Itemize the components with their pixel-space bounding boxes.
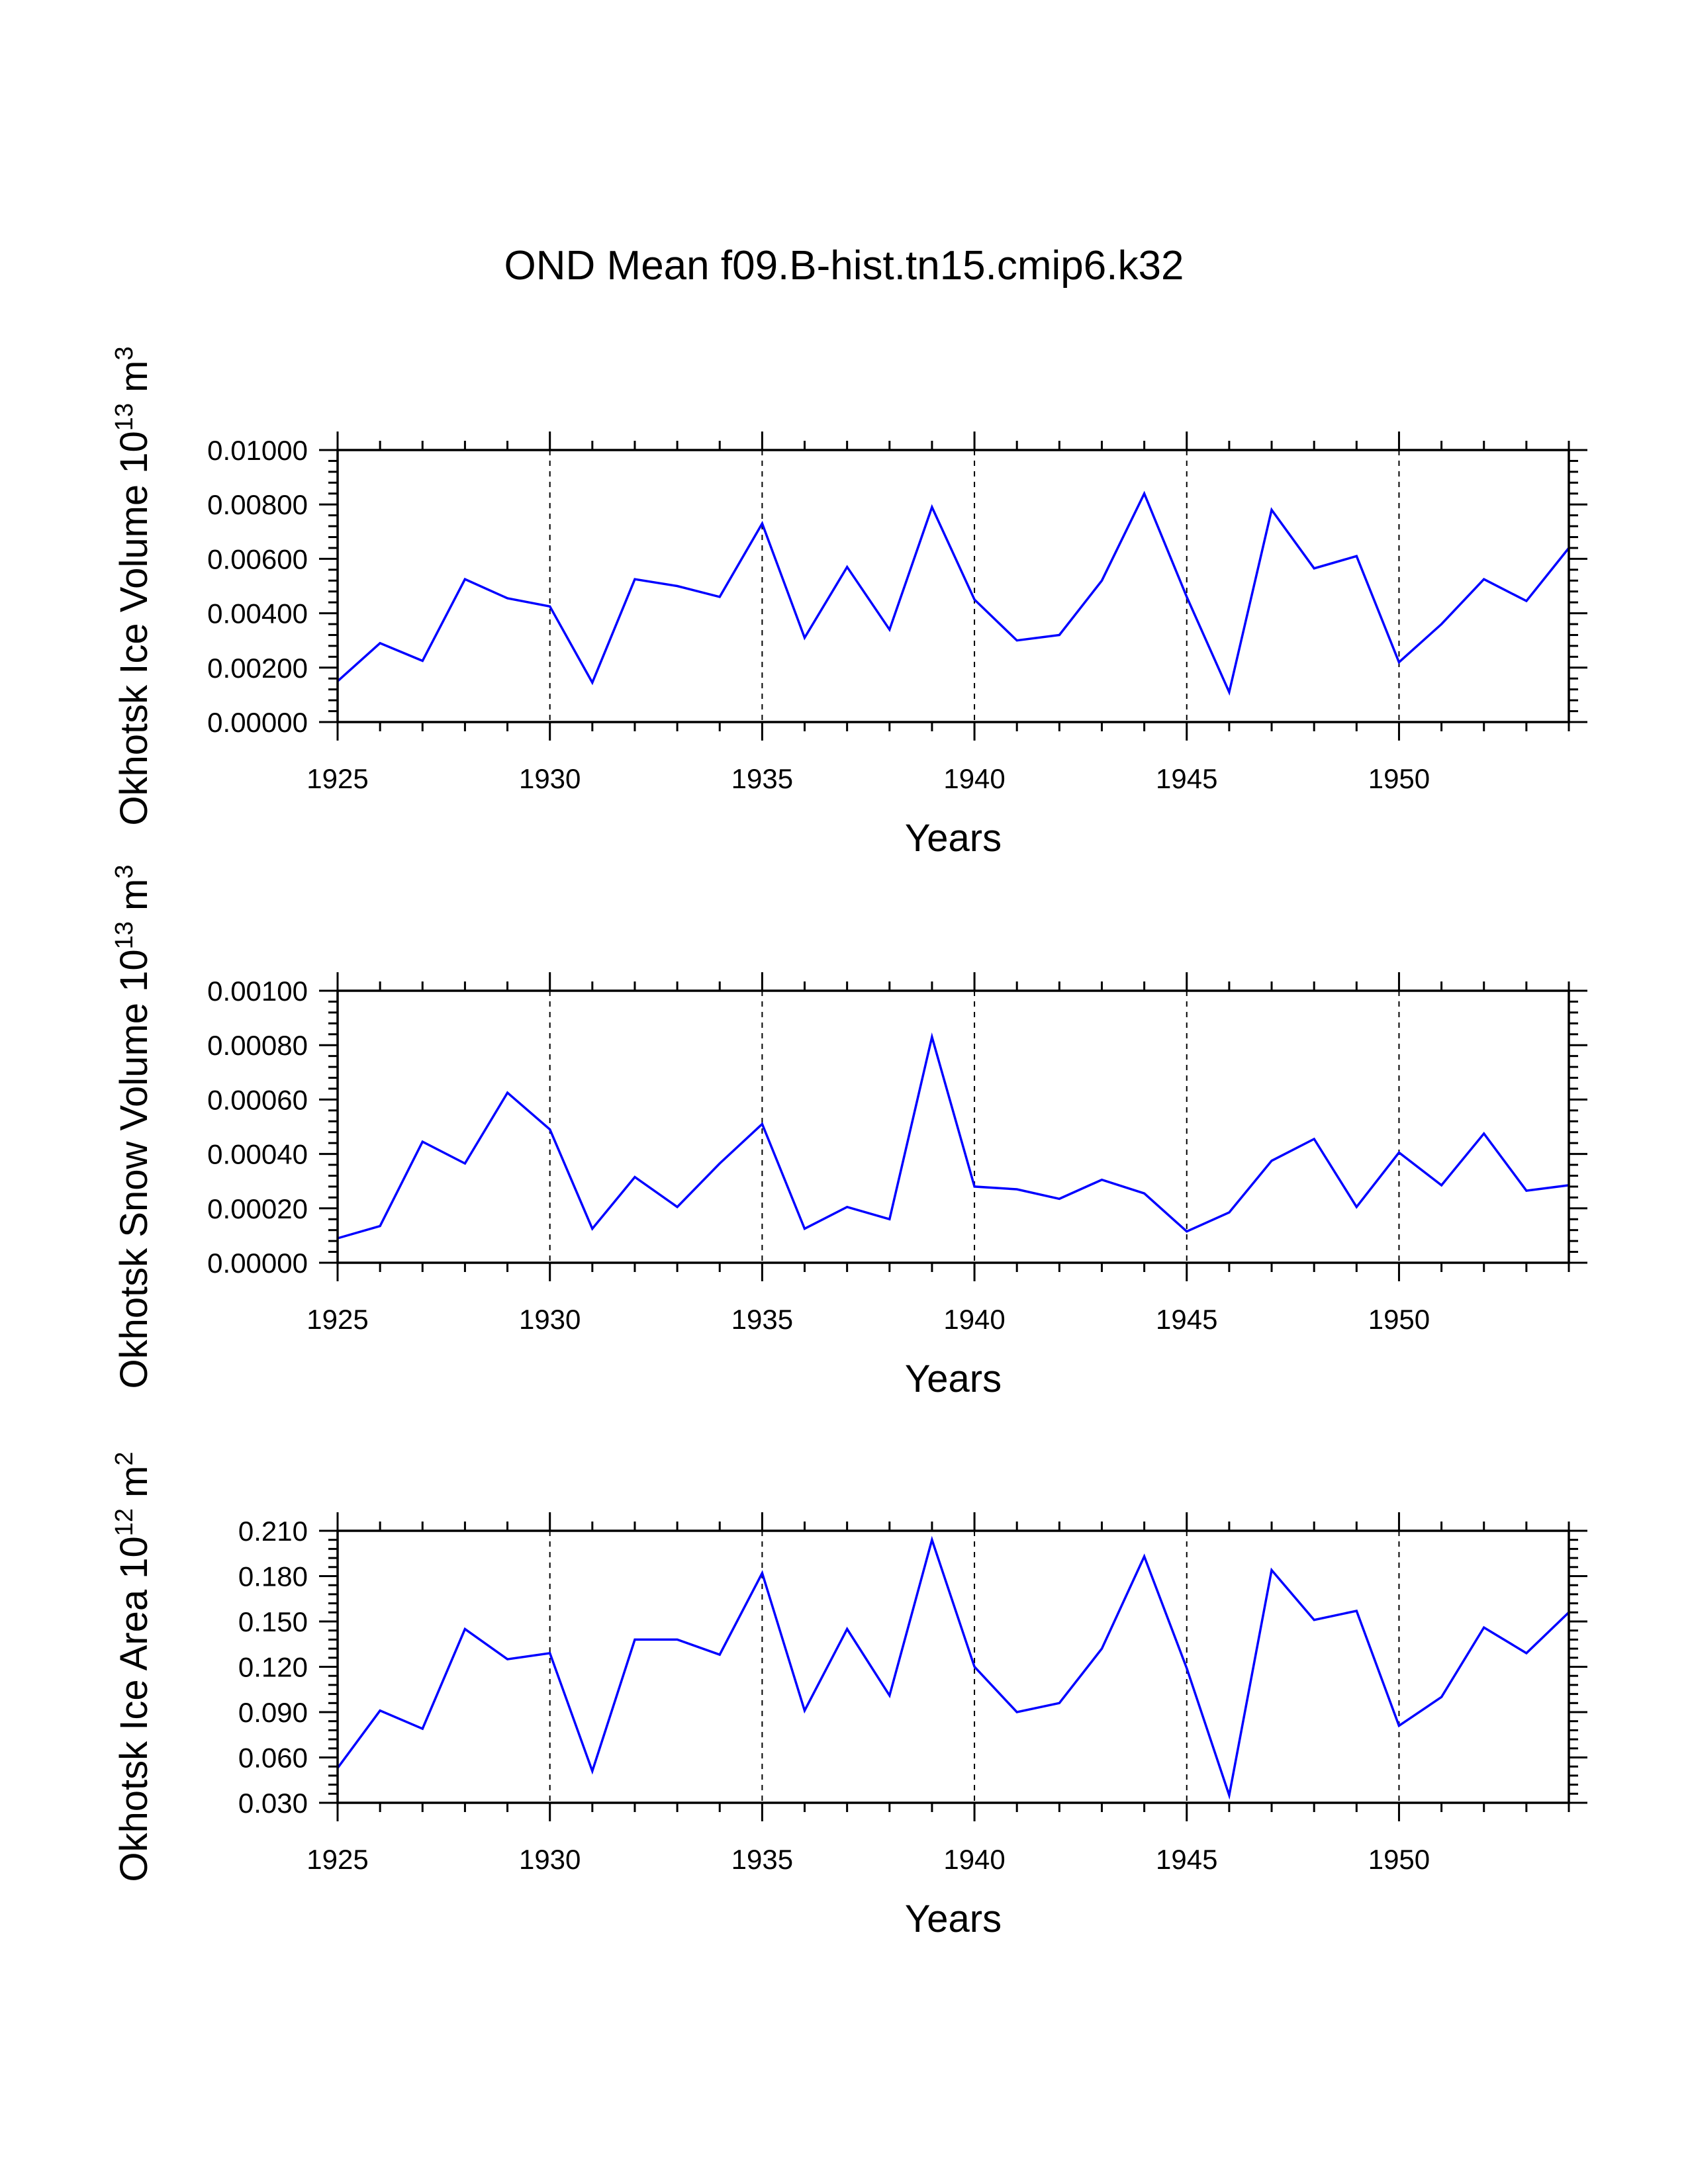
y-tick-label: 0.120: [238, 1652, 308, 1683]
x-axis-title: Years: [905, 817, 1002, 860]
y-axis-title-superscript: 13: [111, 403, 138, 431]
y-tick-label: 0.00080: [207, 1030, 308, 1061]
y-tick-label: 0.00000: [207, 1248, 308, 1279]
y-axis-title-text: Okhotsk Snow Volume 10: [113, 949, 156, 1388]
x-tick-label: 1925: [306, 1844, 368, 1875]
x-tick-label: 1925: [306, 763, 368, 794]
x-tick-label: 1945: [1156, 1844, 1217, 1875]
y-tick-label: 0.00100: [207, 976, 308, 1007]
y-tick-label: 0.00600: [207, 543, 308, 574]
x-tick-label: 1945: [1156, 763, 1217, 794]
y-tick-label: 0.090: [238, 1697, 308, 1728]
y-axis-title-superscript: 12: [111, 1508, 138, 1536]
y-tick-label: 0.180: [238, 1561, 308, 1592]
plot-frame: [336, 449, 1570, 723]
x-axis-title: Years: [905, 1897, 1002, 1940]
y-tick-label: 0.210: [238, 1516, 308, 1547]
x-tick-label: 1950: [1368, 763, 1430, 794]
panels: 1925 1930 1935 1940 1945 1950 0.00000 0.00200 0.…: [111, 346, 1587, 1940]
y-tick-label: 0.00040: [207, 1139, 308, 1170]
y-tick-label: 0.00800: [207, 489, 308, 520]
series-line: [336, 1535, 1570, 1800]
y-tick-label: 0.00060: [207, 1084, 308, 1115]
x-tick-label: 1950: [1368, 1844, 1430, 1875]
x-tick-label: 1940: [943, 1304, 1005, 1335]
x-tick-label: 1930: [519, 1304, 581, 1335]
x-tick-label: 1935: [731, 1844, 793, 1875]
y-tick-label: 0.150: [238, 1606, 308, 1637]
y-axis-title-text: Okhotsk Ice Area 10: [113, 1536, 156, 1882]
y-axis-title-superscript: 3: [111, 346, 138, 360]
chart-panel-1: 1925 1930 1935 1940 1945 1950 0.00000 0.00200 0.…: [111, 346, 1587, 860]
y-axis-title-text: Okhotsk Ice Volume 10: [113, 431, 156, 825]
x-tick-label: 1930: [519, 763, 581, 794]
y-axis-title: Okhotsk Snow Volume 1013 m3: [111, 865, 156, 1389]
y-tick-label: 0.030: [238, 1788, 308, 1819]
y-axis-title-text: m: [113, 1466, 156, 1508]
y-tick-label: 0.00400: [207, 598, 308, 629]
series-line: [337, 1032, 1570, 1240]
y-tick-label: 0.01000: [207, 435, 308, 466]
y-tick-label: 0.00000: [207, 707, 308, 738]
y-axis-title-text: m: [113, 360, 156, 402]
y-tick-label: 0.00200: [207, 653, 308, 684]
chart-panel-2: 1925 1930 1935 1940 1945 1950 0.00000 0.00020 0.…: [111, 865, 1587, 1400]
y-axis-title-superscript: 2: [111, 1451, 138, 1465]
x-tick-label: 1945: [1156, 1304, 1217, 1335]
x-axis-title: Years: [905, 1357, 1002, 1400]
x-tick-label: 1940: [943, 1844, 1005, 1875]
x-tick-label: 1930: [519, 1844, 581, 1875]
x-tick-label: 1935: [731, 763, 793, 794]
y-tick-label: 0.060: [238, 1743, 308, 1774]
x-tick-label: 1935: [731, 1304, 793, 1335]
y-axis-title-text: m: [113, 879, 156, 921]
x-tick-label: 1950: [1368, 1304, 1430, 1335]
figure-title: OND Mean f09.B-hist.tn15.cmip6.k32: [504, 243, 1184, 289]
y-axis-title-superscript: 3: [111, 865, 138, 879]
y-tick-label: 0.00020: [207, 1193, 308, 1224]
y-axis-title-superscript: 13: [111, 921, 138, 949]
x-tick-label: 1925: [306, 1304, 368, 1335]
plot-frame: [336, 1529, 1570, 1804]
plot-frame: [336, 989, 1570, 1264]
series-line: [336, 490, 1570, 696]
chart-panel-3: 1925 1930 1935 1940 1945 1950 0.030 0.060 0.090 0…: [111, 1451, 1587, 1940]
y-axis-title: Okhotsk Ice Area 1012 m2: [111, 1451, 156, 1882]
y-axis-title: Okhotsk Ice Volume 1013 m3: [111, 346, 156, 825]
x-tick-label: 1940: [943, 763, 1005, 794]
